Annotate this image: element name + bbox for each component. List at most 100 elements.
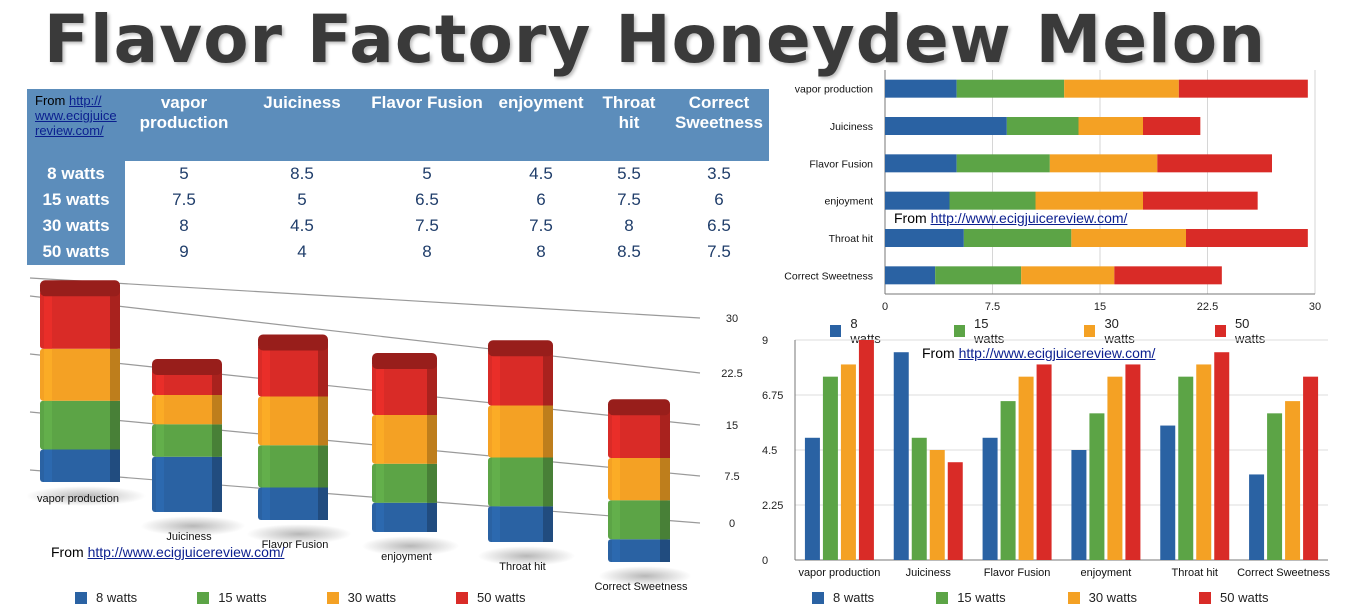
bar-segment-highlight xyxy=(156,395,164,425)
legend-item: 8 watts xyxy=(75,590,137,605)
gridline xyxy=(29,353,701,426)
bar-segment-highlight xyxy=(262,344,270,397)
bar xyxy=(1036,364,1052,560)
table-cell: 6.5 xyxy=(707,216,731,235)
bar-top-cap xyxy=(258,334,328,351)
table-cell: 7.5 xyxy=(707,242,731,261)
table-cell: 8 xyxy=(624,216,634,235)
bar-segment xyxy=(488,506,553,542)
bar-shadow xyxy=(598,566,692,586)
bar xyxy=(1303,376,1319,560)
bar-top-cap xyxy=(372,353,437,369)
legend-item: 30 watts xyxy=(1067,590,1137,605)
column-header: vapor production xyxy=(125,89,243,161)
bar-segment-highlight xyxy=(612,409,620,458)
bar-segment-side xyxy=(318,396,328,446)
bar xyxy=(822,376,838,560)
bar xyxy=(858,340,874,560)
bar-segment xyxy=(885,191,950,210)
gridline xyxy=(29,411,701,477)
gridline xyxy=(29,295,701,374)
table-cell: 4.5 xyxy=(529,164,553,183)
bar xyxy=(1125,364,1141,560)
table-source-cell: From http://www.ecigjuice review.com/ xyxy=(27,89,125,161)
bar xyxy=(911,437,927,560)
bar xyxy=(982,437,998,560)
table-cell: 7.5 xyxy=(415,216,439,235)
bar-segment-side xyxy=(110,449,120,482)
bar-segment xyxy=(372,502,437,532)
column-header: Correct Sweetness xyxy=(669,89,769,161)
bar-top-cap xyxy=(40,280,120,297)
bar-segment-highlight xyxy=(376,363,384,415)
legend-swatch xyxy=(812,591,824,604)
x-category-label: Flavor Fusion xyxy=(984,567,1051,579)
grouped-bar-chart: 0 2.25 4.5 6.75 9 vapor production Juiciness Fl… xyxy=(762,335,1331,579)
bar-segment xyxy=(258,487,328,520)
table-header-row: From http://www.ecigjuice review.com/ vap… xyxy=(27,89,769,161)
bar-segment xyxy=(1078,117,1143,135)
bar-segment-highlight xyxy=(492,350,500,406)
table-cell: 3.5 xyxy=(707,164,731,183)
table-row: 8 watts 5 8.5 5 4.5 5.5 3.5 xyxy=(27,161,769,187)
bar xyxy=(947,462,963,560)
legend-grouped: 8 watts 15 watts 30 watts 50 watts xyxy=(812,590,1330,605)
bar-top-cap xyxy=(608,399,670,416)
y-tick-label: 7.5 xyxy=(724,471,739,483)
table-cell: 5.5 xyxy=(617,164,641,183)
x-category-label: Correct Sweetness xyxy=(1237,567,1330,579)
table-cell: 4.5 xyxy=(290,216,314,235)
table-cell: 8 xyxy=(536,242,546,261)
ratings-table: From http://www.ecigjuice review.com/ vap… xyxy=(27,89,769,265)
bar-shadow xyxy=(361,536,460,556)
bar-segment-highlight xyxy=(612,458,620,501)
source-prefix: From xyxy=(35,93,66,108)
column-header: Throat hit xyxy=(589,89,669,161)
table-cell: 7.5 xyxy=(617,190,641,209)
bar xyxy=(1000,401,1016,560)
source-link[interactable]: http://www.ecigjuicereview.com/ xyxy=(958,345,1156,361)
x-tick-label: 15 xyxy=(1094,301,1106,313)
y-category-label: vapor production xyxy=(795,84,873,96)
bar-segment xyxy=(885,79,957,98)
source-link[interactable]: http://www.ecigjuicereview.com/ xyxy=(930,210,1128,226)
bar xyxy=(1107,376,1123,560)
column-header: Juiciness xyxy=(243,89,361,161)
row-label: 8 watts xyxy=(27,161,125,187)
legend-label: 8 watts xyxy=(833,590,875,605)
y-tick-label: 15 xyxy=(726,420,738,432)
bar-segment xyxy=(608,539,670,562)
bar-segment xyxy=(372,415,437,464)
bar xyxy=(1160,425,1176,560)
x-category-label: Flavor Fusion xyxy=(262,539,329,551)
bar-segment-highlight xyxy=(44,290,52,349)
source-link[interactable]: http://www.ecigjuicereview.com/ xyxy=(87,544,285,560)
legend-item: 50 watts xyxy=(1199,590,1268,605)
table-cell: 7.5 xyxy=(172,190,196,209)
bar xyxy=(804,437,820,560)
bar-segment-side xyxy=(660,539,670,562)
y-category-label: Correct Sweetness xyxy=(784,270,873,282)
bar-segment-highlight xyxy=(492,506,500,542)
gridline xyxy=(29,277,701,319)
bar-segment xyxy=(258,396,328,446)
legend-label: 15 watts xyxy=(957,590,1006,605)
bar-segment-side xyxy=(212,456,222,512)
bar-segment-highlight xyxy=(492,457,500,507)
bar-segment-highlight xyxy=(262,396,270,446)
legend-swatch xyxy=(830,325,842,337)
table-cell: 6 xyxy=(536,190,546,209)
bar-segment xyxy=(1186,229,1308,247)
x-category-label: vapor production xyxy=(798,567,880,579)
bar-segment xyxy=(885,154,957,173)
bar-segment-side xyxy=(212,395,222,425)
y-tick-label: 6.75 xyxy=(762,390,783,402)
bar-segment xyxy=(1006,117,1079,135)
legend-item: 50 watts xyxy=(456,590,525,605)
legend-label: 50 watts xyxy=(477,590,526,605)
bar-segment-side xyxy=(110,290,120,349)
bar-segment xyxy=(372,463,437,503)
bar-segment xyxy=(1157,154,1272,173)
table-cell: 5 xyxy=(297,190,307,209)
